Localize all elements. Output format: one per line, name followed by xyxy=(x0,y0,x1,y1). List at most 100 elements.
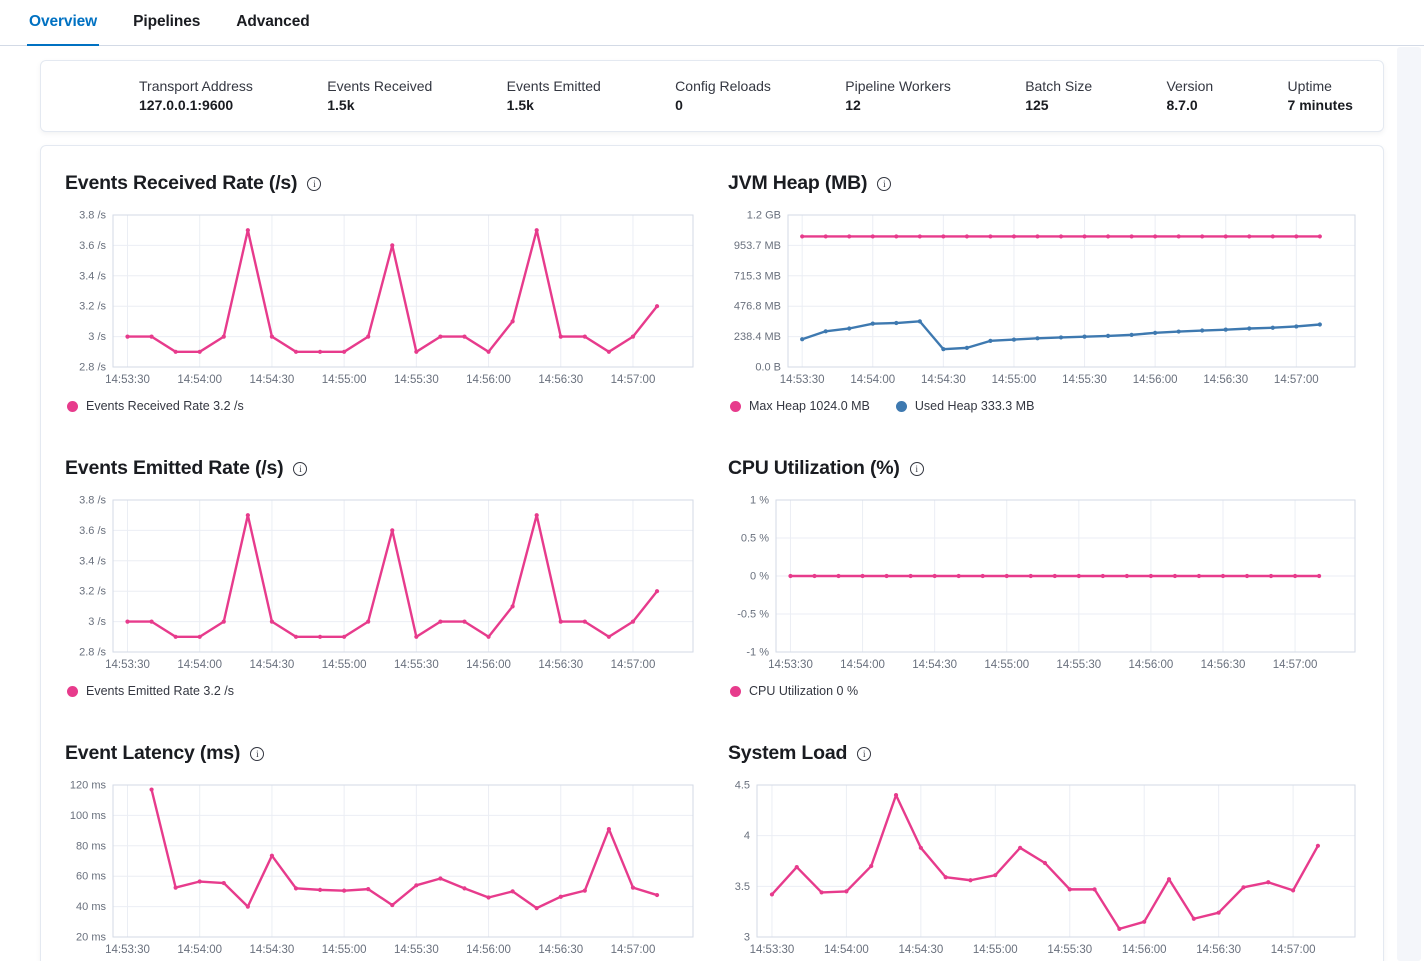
svg-text:14:54:00: 14:54:00 xyxy=(177,374,222,386)
stat-transport-address: Transport Address 127.0.0.1:9600 xyxy=(139,77,253,115)
stat-label: Pipeline Workers xyxy=(845,77,951,94)
svg-text:14:56:00: 14:56:00 xyxy=(1129,659,1174,671)
svg-text:120 ms: 120 ms xyxy=(70,780,107,792)
stat-value: 1.5k xyxy=(506,96,534,113)
svg-text:3.6 /s: 3.6 /s xyxy=(79,240,106,252)
svg-text:14:57:00: 14:57:00 xyxy=(1271,944,1316,956)
line-chart-svg: 1 % 0.5 % 0 % -0.5 % -1 %14:53:30 14:54:00 14:… xyxy=(737,495,1356,671)
stat-value: 1.5k xyxy=(327,96,355,113)
stat-value: 0 xyxy=(675,96,683,113)
stat-label: Events Emitted xyxy=(506,77,601,94)
svg-text:14:53:30: 14:53:30 xyxy=(768,659,813,671)
cpu-utilization-plot: 1 % 0.5 % 0 % -0.5 % -1 % 14:53:30 14:54:00 14:… xyxy=(728,492,1359,674)
legend-item[interactable]: Max Heap 1024.0 MB xyxy=(730,399,870,413)
chart-title: Events Received Rate (/s) xyxy=(65,172,298,194)
svg-text:14:56:00: 14:56:00 xyxy=(466,659,511,671)
info-icon[interactable] xyxy=(909,461,924,476)
stat-events-emitted: Events Emitted 1.5k xyxy=(507,77,601,115)
svg-text:14:57:00: 14:57:00 xyxy=(1274,374,1319,386)
svg-text:0.5 %: 0.5 % xyxy=(741,533,769,545)
svg-text:3.4 /s: 3.4 /s xyxy=(79,555,106,567)
svg-text:14:57:00: 14:57:00 xyxy=(611,659,656,671)
chart-title: Events Emitted Rate (/s) xyxy=(65,457,284,479)
svg-text:3: 3 xyxy=(744,932,750,944)
legend-dot xyxy=(895,400,907,412)
svg-text:3.2 /s: 3.2 /s xyxy=(79,586,106,598)
svg-text:14:57:00: 14:57:00 xyxy=(1273,659,1318,671)
legend-dot xyxy=(67,685,78,697)
info-icon[interactable] xyxy=(250,746,265,761)
chart-title: CPU Utilization (%) xyxy=(728,457,900,479)
svg-text:0 %: 0 % xyxy=(750,571,769,583)
system-load-plot: 4.5 4 3.5 3 14:53:30 14:54:00 14:54:30 14:55:00… xyxy=(728,777,1359,959)
svg-text:14:54:30: 14:54:30 xyxy=(912,659,957,671)
svg-text:3 /s: 3 /s xyxy=(88,616,106,628)
stat-label: Uptime xyxy=(1287,77,1332,94)
svg-text:14:56:00: 14:56:00 xyxy=(1122,944,1167,956)
svg-text:476.8 MB: 476.8 MB xyxy=(734,301,781,313)
chart-legend: Max Heap 1024.0 MB Used Heap 333.3 MB xyxy=(728,399,1359,413)
legend-dot xyxy=(730,400,741,412)
events-received-rate-plot: 3.8 /s 3.6 /s 3.4 /s 3.2 /s 3 /s 2.8 /s 14:53:… xyxy=(65,207,697,389)
svg-text:3.2 /s: 3.2 /s xyxy=(79,301,106,313)
svg-text:14:53:30: 14:53:30 xyxy=(105,944,150,956)
svg-text:14:54:30: 14:54:30 xyxy=(250,944,295,956)
svg-text:14:55:00: 14:55:00 xyxy=(322,374,367,386)
legend-item[interactable]: Events Received Rate 3.2 /s xyxy=(67,399,244,413)
svg-text:-1 %: -1 % xyxy=(746,647,769,659)
svg-text:14:56:30: 14:56:30 xyxy=(538,944,583,956)
svg-text:14:55:30: 14:55:30 xyxy=(1062,374,1107,386)
info-icon[interactable] xyxy=(307,176,322,191)
svg-text:3.5: 3.5 xyxy=(735,881,750,893)
event-latency-plot: 120 ms 100 ms 80 ms 60 ms 40 ms 20 ms 14:53:30… xyxy=(65,777,697,959)
chart-legend: CPU Utilization 0 % xyxy=(728,684,1359,698)
info-icon[interactable] xyxy=(293,461,308,476)
line-chart-svg: 120 ms 100 ms 80 ms 60 ms 40 ms 20 ms14:53:30… xyxy=(70,780,694,956)
svg-text:14:55:00: 14:55:00 xyxy=(973,944,1018,956)
svg-text:14:55:30: 14:55:30 xyxy=(394,944,439,956)
svg-text:14:53:30: 14:53:30 xyxy=(750,944,795,956)
info-icon[interactable] xyxy=(857,746,872,761)
svg-text:14:55:00: 14:55:00 xyxy=(984,659,1029,671)
svg-text:14:55:30: 14:55:30 xyxy=(1056,659,1101,671)
tab-pipelines[interactable]: Pipelines xyxy=(131,1,202,46)
chart-cpu-utilization: CPU Utilization (%) 1 % 0.5 % 0 % -0.5 % -1 … xyxy=(728,457,1359,698)
stat-config-reloads: Config Reloads 0 xyxy=(675,77,771,115)
chart-events-emitted-rate: Events Emitted Rate (/s) 3.8 /s 3.6 /s 3.4… xyxy=(65,457,697,698)
svg-text:1.2 GB: 1.2 GB xyxy=(747,210,781,222)
svg-text:14:56:30: 14:56:30 xyxy=(1201,659,1246,671)
events-emitted-rate-plot: 3.8 /s 3.6 /s 3.4 /s 3.2 /s 3 /s 2.8 /s 14:53:… xyxy=(65,492,697,674)
stat-events-received: Events Received 1.5k xyxy=(327,77,432,115)
info-icon[interactable] xyxy=(877,176,892,191)
svg-text:14:57:00: 14:57:00 xyxy=(611,944,656,956)
charts-panel: Events Received Rate (/s) 3.8 /s3.6 /s3.… xyxy=(40,145,1384,961)
svg-text:953.7 MB: 953.7 MB xyxy=(734,240,781,252)
jvm-heap-plot: 1.2 GB 953.7 MB 715.3 MB 476.8 MB 238.4 MB 0.… xyxy=(728,207,1359,389)
line-chart-svg: 1.2 GB 953.7 MB 715.3 MB 476.8 MB 238.4 MB 0.… xyxy=(734,210,1356,386)
chart-system-load: System Load 4.5 4 3.5 314:53:30 14:54:00 14:5… xyxy=(728,742,1359,961)
legend-item[interactable]: Events Emitted Rate 3.2 /s xyxy=(67,684,234,698)
svg-text:14:54:00: 14:54:00 xyxy=(824,944,869,956)
svg-text:14:55:30: 14:55:30 xyxy=(394,374,439,386)
stat-value: 125 xyxy=(1025,96,1049,113)
scrollbar-track[interactable] xyxy=(1397,47,1421,961)
legend-item[interactable]: Used Heap 333.3 MB xyxy=(895,399,1034,413)
svg-text:14:55:00: 14:55:00 xyxy=(322,944,367,956)
svg-text:40 ms: 40 ms xyxy=(76,901,106,913)
stat-value: 127.0.0.1:9600 xyxy=(139,96,234,113)
svg-text:14:54:00: 14:54:00 xyxy=(177,659,222,671)
chart-legend: Events Received Rate 3.2 /s xyxy=(65,399,697,413)
svg-text:2.8 /s: 2.8 /s xyxy=(79,362,106,374)
svg-text:14:57:00: 14:57:00 xyxy=(611,374,656,386)
legend-label: Events Emitted Rate 3.2 /s xyxy=(86,684,234,698)
legend-item[interactable]: CPU Utilization 0 % xyxy=(730,684,858,698)
svg-text:14:55:30: 14:55:30 xyxy=(1047,944,1092,956)
svg-text:14:56:30: 14:56:30 xyxy=(538,659,583,671)
stat-value: 12 xyxy=(845,96,861,113)
legend-dot xyxy=(730,685,741,697)
tab-overview[interactable]: Overview xyxy=(27,1,100,46)
stat-batch-size: Batch Size 125 xyxy=(1025,77,1092,115)
svg-text:3.8 /s: 3.8 /s xyxy=(79,495,106,507)
svg-text:14:54:30: 14:54:30 xyxy=(250,659,295,671)
tab-advanced[interactable]: Advanced xyxy=(234,1,311,46)
